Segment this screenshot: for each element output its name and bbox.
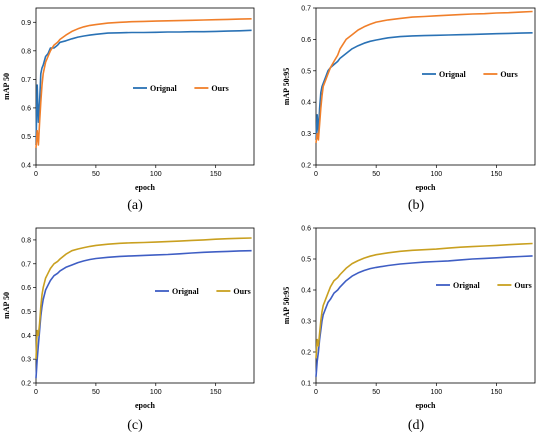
y-tick-label: 0.5 xyxy=(21,134,31,141)
y-tick-label: 0.4 xyxy=(301,100,311,107)
y-tick-label: 0.9 xyxy=(21,20,31,27)
x-tick-label: 0 xyxy=(314,389,318,396)
legend-label: Ours xyxy=(211,84,228,93)
legend-label: Ours xyxy=(500,70,517,79)
panel-label-a: (a) xyxy=(127,198,143,213)
x-tick-label: 0 xyxy=(314,171,318,178)
series-line-ours xyxy=(35,237,252,360)
series-line-ours xyxy=(35,18,252,148)
legend-label: Orignal xyxy=(172,287,199,296)
plot-frame xyxy=(35,227,255,384)
y-tick-label: 0.4 xyxy=(21,163,31,170)
legend-label: Ours xyxy=(514,281,531,290)
plot-frame xyxy=(315,7,536,166)
y-tick-label: 0.5 xyxy=(301,68,311,75)
x-axis-label: epoch xyxy=(135,401,156,410)
y-tick-label: 0.3 xyxy=(301,319,311,326)
y-tick-label: 0.6 xyxy=(301,37,311,44)
x-tick-label: 0 xyxy=(34,389,38,396)
legend-label: Orignal xyxy=(150,84,177,93)
x-tick-label: 150 xyxy=(491,171,503,178)
panel-label-b: (b) xyxy=(407,198,425,213)
y-tick-label: 0.6 xyxy=(21,285,31,292)
panel-label-c: (c) xyxy=(127,418,143,433)
chart-b: 0 50 100 150 0.2 0.3 0.4 0.5 0.6 0.7 epoch mAP 50:9… xyxy=(282,6,536,192)
y-tick-label: 0.5 xyxy=(301,257,311,264)
y-tick-label: 0.3 xyxy=(21,357,31,364)
series-line-orignal xyxy=(35,29,252,146)
series-line-orignal xyxy=(35,249,252,379)
x-tick-label: 100 xyxy=(430,389,442,396)
x-tick-label: 150 xyxy=(210,389,222,396)
panel-label-d: (d) xyxy=(407,418,425,433)
x-tick-label: 50 xyxy=(92,171,100,178)
y-tick-label: 0.8 xyxy=(21,48,31,55)
plot-frame xyxy=(35,7,255,166)
legend-label: Orignal xyxy=(439,70,466,79)
series-line-orignal xyxy=(315,32,533,140)
y-tick-label: 0.3 xyxy=(301,131,311,138)
y-tick-label: 0.8 xyxy=(21,237,31,244)
x-axis-label: epoch xyxy=(135,183,156,192)
chart-a: 0 50 100 150 0.4 0.5 0.6 0.7 0.8 0.9 epoch mAP 50 Or… xyxy=(2,7,255,192)
y-tick-label: 0.2 xyxy=(21,381,31,388)
y-tick-label: 0.4 xyxy=(301,288,311,295)
x-axis-label: epoch xyxy=(416,401,437,410)
legend-label: Orignal xyxy=(453,281,480,290)
y-tick-label: 0.7 xyxy=(301,6,311,13)
x-tick-label: 50 xyxy=(372,171,380,178)
y-tick-label: 0.7 xyxy=(21,77,31,84)
x-axis-label: epoch xyxy=(416,183,437,192)
series-line-ours xyxy=(315,10,533,144)
x-tick-label: 150 xyxy=(210,171,222,178)
chart-d: 0 50 100 150 0.1 0.2 0.3 0.4 0.5 0.6 epoch mAP 50:9… xyxy=(282,226,536,410)
y-axis-label: mAP 50 xyxy=(2,292,11,319)
series-line-orignal xyxy=(315,255,533,377)
y-tick-label: 0.1 xyxy=(301,381,311,388)
x-tick-label: 50 xyxy=(372,389,380,396)
y-axis-label: mAP 50:95 xyxy=(282,68,291,106)
y-axis-label: mAP 50 xyxy=(2,73,11,100)
y-tick-label: 0.2 xyxy=(301,163,311,170)
y-tick-label: 0.7 xyxy=(21,261,31,268)
plot-frame xyxy=(315,227,536,384)
legend-label: Ours xyxy=(233,287,250,296)
y-tick-label: 0.2 xyxy=(301,350,311,357)
y-tick-label: 0.6 xyxy=(21,105,31,112)
x-tick-label: 100 xyxy=(150,389,162,396)
x-tick-label: 100 xyxy=(150,171,162,178)
x-tick-label: 100 xyxy=(430,171,442,178)
chart-c: 0 50 100 150 0.2 0.3 0.4 0.5 0.6 0.7 0.8 epoch mAP 5… xyxy=(2,227,255,410)
series-line-ours xyxy=(315,242,533,359)
y-axis-label: mAP 50:95 xyxy=(282,287,291,325)
y-tick-label: 0.4 xyxy=(21,333,31,340)
x-tick-label: 150 xyxy=(491,389,503,396)
y-tick-label: 0.5 xyxy=(21,309,31,316)
x-tick-label: 0 xyxy=(34,171,38,178)
x-tick-label: 50 xyxy=(92,389,100,396)
y-tick-label: 0.6 xyxy=(301,226,311,233)
